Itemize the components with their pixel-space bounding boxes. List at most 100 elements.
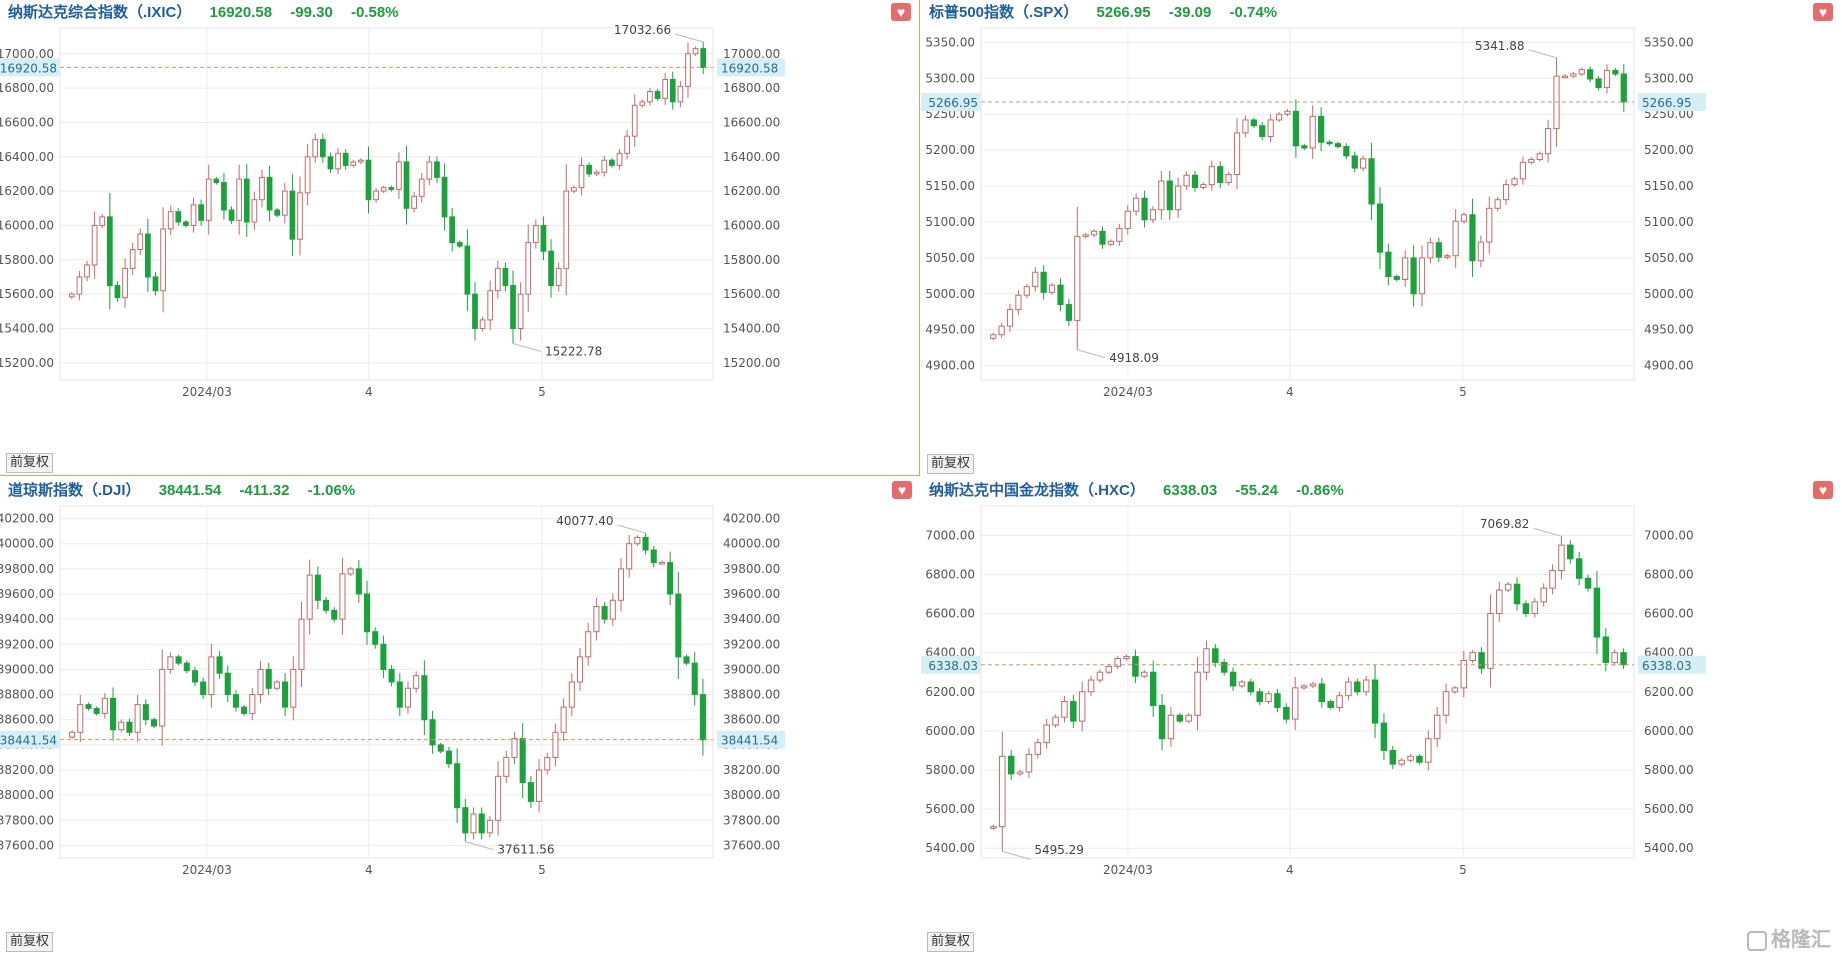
favorite-heart-icon[interactable]: ♥ [891, 3, 911, 21]
candle-up [571, 187, 577, 192]
favorite-heart-icon[interactable]: ♥ [892, 481, 912, 499]
chart-panel-ixic: 纳斯达克综合指数（.IXIC） 16920.58 -99.30 -0.58% ♥… [0, 0, 920, 476]
candle-up [503, 756, 510, 777]
candle-down [601, 606, 608, 620]
candle-down [548, 250, 554, 287]
candle-up [1418, 257, 1426, 295]
candle-up [1016, 771, 1024, 775]
y-tick-label-right: 17000.00 [723, 47, 780, 61]
favorite-heart-icon[interactable]: ♥ [1813, 481, 1833, 499]
candle-up [413, 675, 420, 689]
candle-down [228, 209, 235, 221]
candle-up [84, 264, 90, 278]
candle-down [388, 187, 395, 190]
candle-up [1578, 69, 1585, 75]
candle-down [1354, 681, 1361, 693]
y-tick-label-left: 4950.00 [925, 323, 975, 337]
candle-down [213, 178, 220, 184]
candle-down [183, 662, 190, 672]
candlestick-chart[interactable]: 15200.00 15200.00 15400.00 15400.00 15600.00… [0, 0, 920, 476]
candlestick-chart[interactable]: 4900.00 4900.00 4950.00 4950.00 5000.00 5000.… [921, 0, 1841, 476]
chart-panel-hxc: 纳斯达克中国金龙指数（.HXC） 6338.03 -55.24 -0.86% ♥… [921, 478, 1841, 954]
chart-header: 道琼斯指数（.DJI） 38441.54 -411.32 -1.06% [8, 481, 355, 501]
candle-up [617, 568, 625, 601]
low-label: 37611.56 [497, 843, 554, 857]
candle-down [314, 574, 321, 601]
y-tick-label-right: 38000.00 [723, 788, 780, 802]
candle-down [221, 182, 227, 211]
candle-down [175, 656, 182, 664]
favorite-heart-icon[interactable]: ♥ [1813, 3, 1833, 21]
index-name: 道琼斯指数（.DJI） [8, 482, 141, 499]
candle-down [456, 242, 463, 247]
y-tick-label-left: 39600.00 [0, 587, 54, 601]
candle-down [1065, 304, 1072, 321]
y-tick-label-left: 15800.00 [0, 253, 54, 267]
candle-up [118, 721, 125, 731]
y-tick-label-right: 39000.00 [723, 662, 780, 676]
candle-down [1292, 110, 1299, 147]
y-tick-label-right: 16200.00 [723, 184, 780, 198]
candle-up [1096, 671, 1104, 681]
y-tick-label-right: 6600.00 [1644, 607, 1694, 621]
candle-down [1220, 661, 1228, 673]
candle-up [1194, 671, 1201, 716]
candle-down [1283, 706, 1290, 720]
low-label: 4918.09 [1109, 351, 1159, 365]
candle-up [306, 574, 313, 620]
candle-up [1284, 110, 1291, 115]
candle-up [1082, 234, 1089, 237]
candle-down [93, 707, 100, 714]
y-tick-label-right: 4950.00 [1644, 323, 1694, 337]
candle-up [190, 204, 197, 226]
index-change: -411.32 [239, 482, 290, 499]
candle-down [241, 706, 248, 714]
x-tick-label: 4 [365, 385, 373, 399]
candle-up [122, 267, 128, 299]
current-price-label-left: 6338.03 [928, 659, 978, 673]
x-tick-label: 2024/03 [182, 863, 232, 877]
candle-up [1208, 166, 1215, 186]
low-pointer [1077, 349, 1106, 359]
candle-down [699, 694, 706, 741]
candle-up [692, 48, 699, 55]
candle-down [434, 161, 440, 178]
high-pointer [1533, 527, 1562, 537]
price-adjust-button[interactable]: 前复权 [927, 454, 975, 474]
candle-up [312, 139, 319, 158]
candle-up [677, 85, 684, 103]
plot-frame [59, 505, 714, 859]
candle-up [1345, 681, 1352, 697]
y-tick-label-right: 16000.00 [723, 218, 780, 232]
y-tick-label-right: 15600.00 [723, 287, 780, 301]
candle-down [152, 276, 159, 292]
candlestick-chart[interactable]: 5400.00 5400.00 5600.00 5600.00 5800.00 5800.… [921, 478, 1841, 954]
candle-up [1362, 679, 1370, 693]
candle-up [1487, 613, 1494, 669]
candle-down [355, 568, 362, 595]
y-tick-label-right: 6000.00 [1644, 724, 1694, 738]
candle-down [1318, 683, 1326, 703]
candle-down [1584, 577, 1592, 589]
y-tick-label-right: 6200.00 [1644, 685, 1694, 699]
candle-up [631, 104, 638, 137]
candle-up [1309, 115, 1316, 149]
price-adjust-button[interactable]: 前复权 [6, 932, 54, 952]
y-tick-label-left: 37800.00 [0, 813, 54, 827]
x-tick-label: 2024/03 [1103, 863, 1153, 877]
candle-up [1242, 119, 1249, 134]
candle-up [1074, 235, 1081, 321]
candle-up [616, 152, 623, 166]
candle-down [1513, 583, 1521, 605]
candle-down [437, 744, 444, 752]
candle-up [1238, 681, 1246, 687]
candle-up [1149, 209, 1157, 221]
candle-down [365, 159, 372, 201]
price-adjust-button[interactable]: 前复权 [927, 932, 975, 952]
candle-down [1385, 251, 1392, 278]
price-adjust-button[interactable]: 前复权 [6, 453, 54, 473]
y-tick-label-right: 5800.00 [1644, 763, 1694, 777]
candlestick-chart[interactable]: 37600.00 37600.00 37800.00 37800.00 38000.00… [0, 478, 920, 954]
candle-up [685, 53, 691, 87]
candle-up [1006, 309, 1014, 327]
